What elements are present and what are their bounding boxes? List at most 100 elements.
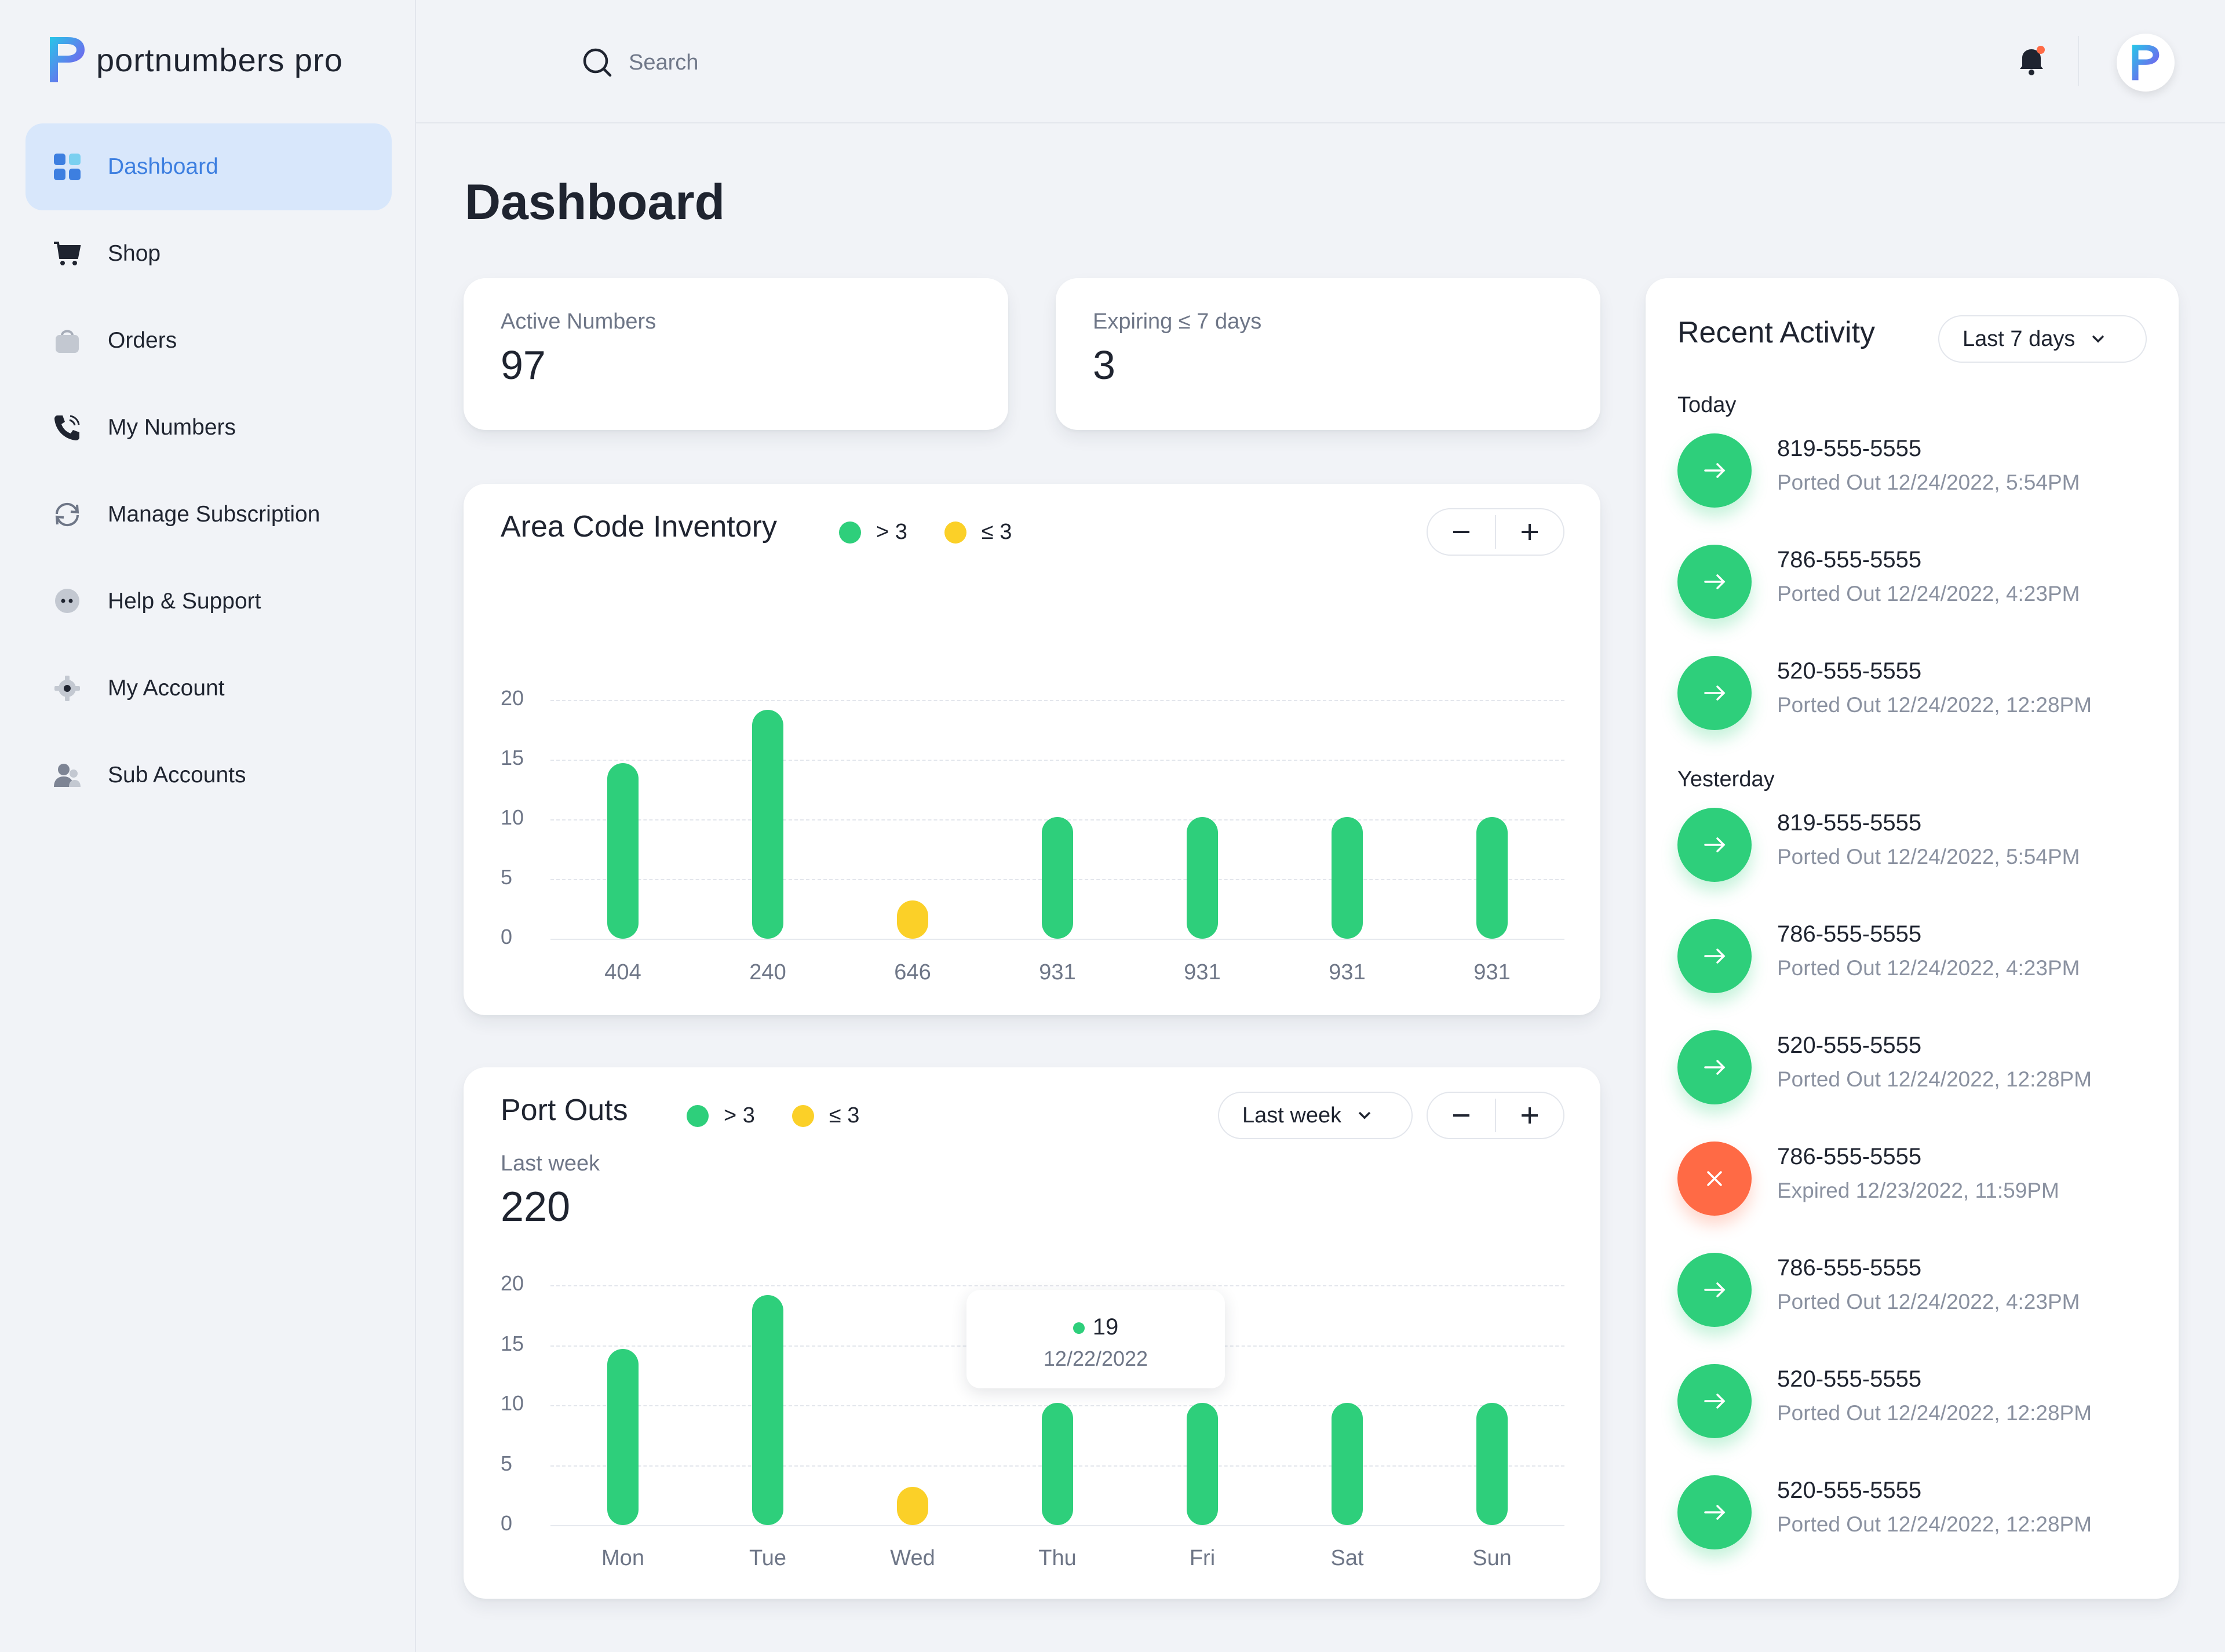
activity-number: 786-555-5555 (1777, 1144, 1922, 1169)
activity-item[interactable]: 520-555-5555 Ported Out 12/24/2022, 12:28… (1677, 1364, 2141, 1441)
activity-number: 520-555-5555 (1777, 1478, 1922, 1503)
chart-bar[interactable] (1187, 1403, 1218, 1525)
zoom-divider (1495, 1099, 1496, 1132)
app-name: portnumbers pro (96, 41, 343, 78)
chart-bar[interactable] (1332, 1403, 1363, 1525)
chart-bar[interactable] (607, 763, 639, 939)
y-tick-label: 0 (501, 1511, 513, 1535)
card-title: Area Code Inventory (501, 510, 777, 544)
card-title: Port Outs (501, 1093, 628, 1127)
chat-icon (52, 586, 82, 617)
legend-label: > 3 (724, 1103, 755, 1128)
period-select[interactable]: Last week (1218, 1092, 1413, 1139)
legend-dot-high (687, 1104, 709, 1127)
activity-item[interactable]: 786-555-5555 Ported Out 12/24/2022, 4:23P… (1677, 919, 2141, 995)
activity-item[interactable]: 786-555-5555 Ported Out 12/24/2022, 4:23P… (1677, 545, 2141, 621)
zoom-in-button[interactable] (1496, 509, 1563, 555)
sidebar-item-label: Help & Support (108, 589, 261, 614)
activity-item[interactable]: 520-555-5555 Ported Out 12/24/2022, 12:28… (1677, 656, 2141, 732)
chart-bar[interactable] (1476, 1403, 1508, 1525)
activity-item[interactable]: 819-555-5555 Ported Out 12/24/2022, 5:54P… (1677, 808, 2141, 884)
y-tick-label: 5 (501, 1451, 513, 1475)
range-select-value: Last 7 days (1963, 326, 2076, 351)
x-tick-label: 931 (1329, 960, 1366, 984)
activity-range-select[interactable]: Last 7 days (1938, 315, 2147, 363)
sidebar-item-label: Sub Accounts (108, 763, 246, 787)
sidebar-item-label: Shop (108, 241, 161, 266)
chart-bar[interactable] (1476, 817, 1508, 939)
users-icon (52, 760, 82, 790)
activity-description: Ported Out 12/24/2022, 5:54PM (1777, 471, 2080, 494)
activity-item[interactable]: 520-555-5555 Ported Out 12/24/2022, 12:28… (1677, 1030, 2141, 1107)
sidebar-item-shop[interactable]: Shop (25, 210, 392, 297)
expiring-numbers-card[interactable]: Expiring ≤ 7 days 3 (1056, 278, 1600, 430)
activity-description: Ported Out 12/24/2022, 12:28PM (1777, 693, 2092, 717)
activity-group-label: Today (1677, 393, 1737, 417)
zoom-out-button[interactable] (1428, 1093, 1495, 1138)
bag-icon (52, 326, 82, 356)
legend-label: > 3 (876, 520, 907, 544)
port-out-arrow-icon (1677, 1253, 1752, 1327)
zoom-out-button[interactable] (1428, 509, 1495, 555)
tooltip-value-text: 19 (1092, 1314, 1119, 1340)
port-out-arrow-icon (1677, 1364, 1752, 1438)
zoom-control (1427, 1092, 1564, 1139)
chart-bar[interactable] (897, 900, 928, 939)
sidebar-item-orders[interactable]: Orders (25, 297, 392, 384)
legend-dot-high (839, 521, 861, 544)
activity-number: 819-555-5555 (1777, 810, 1922, 836)
search-input[interactable]: Search (581, 46, 698, 79)
app-logo[interactable]: portnumbers pro (46, 34, 343, 86)
page-title: Dashboard (465, 174, 725, 230)
y-tick-label: 5 (501, 865, 513, 889)
chart-bar[interactable] (897, 1486, 928, 1525)
zoom-in-button[interactable] (1496, 1093, 1563, 1138)
cart-icon (52, 239, 82, 269)
x-tick-label: 240 (749, 960, 786, 984)
chart-bar[interactable] (1042, 817, 1073, 939)
sidebar-item-manage-subscription[interactable]: Manage Subscription (25, 471, 392, 558)
activity-item[interactable]: 786-555-5555 Ported Out 12/24/2022, 4:23P… (1677, 1253, 2141, 1329)
x-tick-label: 931 (1473, 960, 1511, 984)
chart-legend: > 3 ≤ 3 (687, 1103, 896, 1128)
activity-number: 786-555-5555 (1777, 1255, 1922, 1281)
activity-item[interactable]: 520-555-5555 Ported Out 12/24/2022, 12:28… (1677, 1475, 2141, 1552)
chart-bar[interactable] (1187, 817, 1218, 939)
chart-bar[interactable] (1042, 1403, 1073, 1525)
sidebar-item-my-account[interactable]: My Account (25, 645, 392, 732)
gear-icon (52, 673, 82, 703)
tooltip-date: 12/22/2022 (1043, 1347, 1148, 1370)
tooltip-dot (1073, 1322, 1085, 1334)
activity-item[interactable]: 819-555-5555 Ported Out 12/24/2022, 5:54P… (1677, 433, 2141, 510)
notification-bell-icon[interactable] (2014, 43, 2049, 78)
activity-number: 520-555-5555 (1777, 1366, 1922, 1392)
activity-description: Expired 12/23/2022, 11:59PM (1777, 1179, 2059, 1202)
dashboard-grid-icon (52, 152, 82, 182)
sidebar-item-help-support[interactable]: Help & Support (25, 558, 392, 645)
activity-item[interactable]: 786-555-5555 Expired 12/23/2022, 11:59PM (1677, 1142, 2141, 1218)
tooltip-value: 19 (966, 1314, 1225, 1340)
chart-bar[interactable] (752, 1294, 783, 1525)
top-bar: Search (416, 0, 2225, 123)
activity-description: Ported Out 12/24/2022, 12:28PM (1777, 1067, 2092, 1091)
sidebar-item-sub-accounts[interactable]: Sub Accounts (25, 732, 392, 819)
activity-number: 786-555-5555 (1777, 547, 1922, 572)
notification-dot (2037, 46, 2045, 54)
y-tick-label: 15 (501, 746, 524, 770)
sidebar-item-my-numbers[interactable]: My Numbers (25, 384, 392, 471)
x-tick-label: Wed (890, 1546, 935, 1570)
active-numbers-card[interactable]: Active Numbers 97 (464, 278, 1008, 430)
activity-group-label: Yesterday (1677, 767, 1775, 792)
avatar[interactable] (2117, 34, 2175, 92)
minus-icon (1453, 531, 1469, 533)
sidebar-item-label: My Account (108, 676, 225, 701)
plus-icon (1521, 1107, 1538, 1124)
chart-bar[interactable] (752, 709, 783, 939)
chart-bar[interactable] (607, 1348, 639, 1525)
sidebar-item-dashboard[interactable]: Dashboard (25, 123, 392, 210)
sidebar-item-label: My Numbers (108, 415, 236, 440)
activity-description: Ported Out 12/24/2022, 12:28PM (1777, 1512, 2092, 1536)
chart-bar[interactable] (1332, 817, 1363, 939)
zoom-divider (1495, 515, 1496, 549)
y-tick-label: 20 (501, 1271, 524, 1295)
